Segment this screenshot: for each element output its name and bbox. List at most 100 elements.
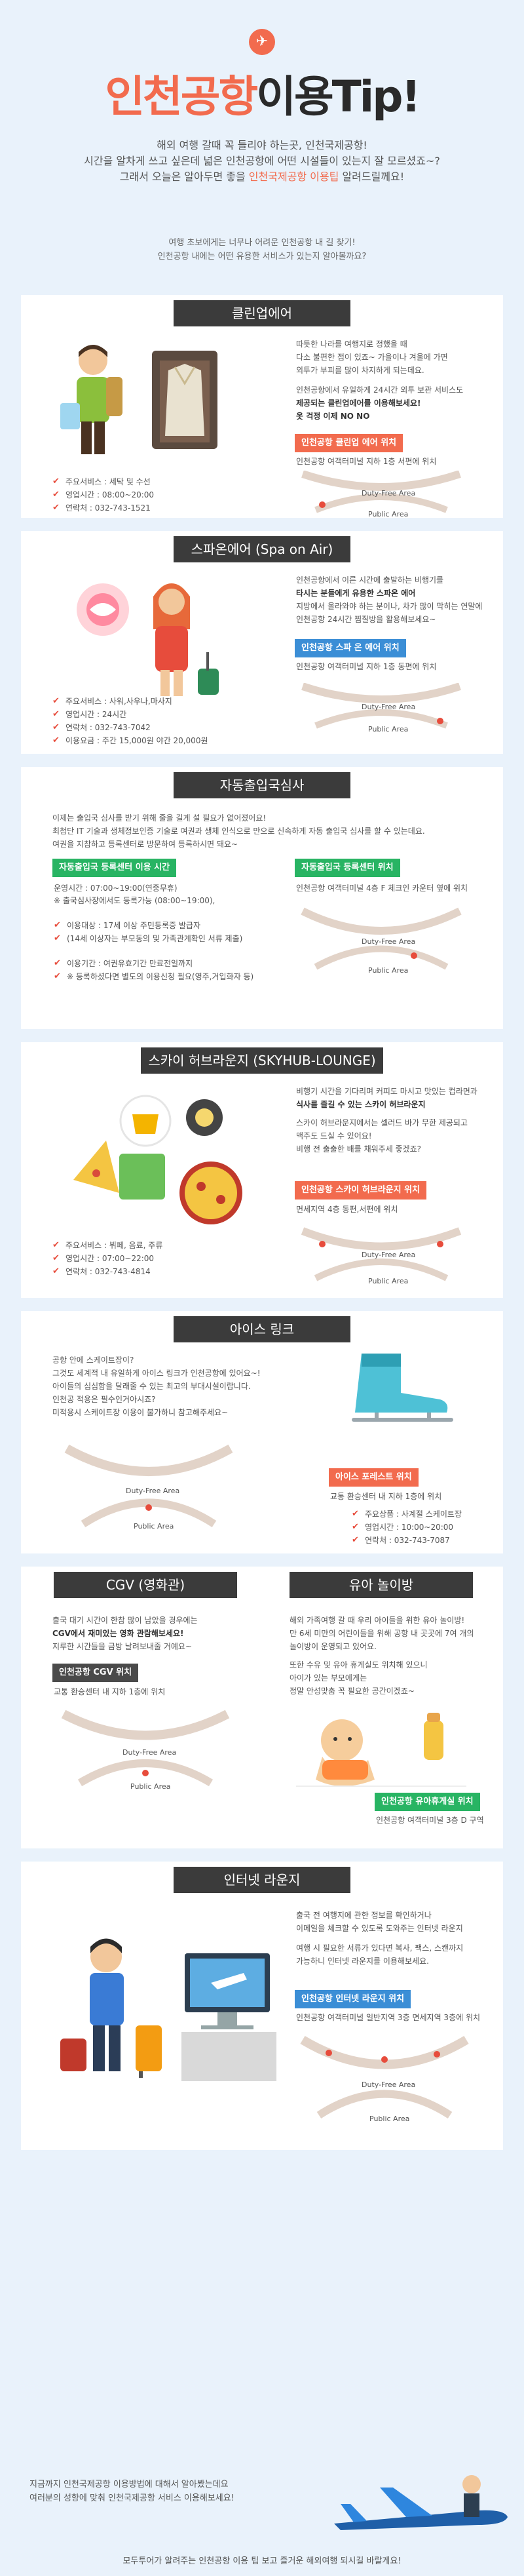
section-title: 클린업에어 (174, 300, 350, 326)
svg-text:Public Area: Public Area (368, 725, 408, 733)
card-auto-immigration: 자동출입국심사 이제는 출입국 심사를 받기 위해 줄을 길게 설 필요가 없어… (21, 767, 503, 1029)
title-red: 인천공항 (105, 71, 258, 122)
description: 인천공항에서 이른 시간에 출발하는 비행기를 타시는 분들에게 유용한 스파온… (296, 576, 483, 624)
info-item: 주요상품 : 사계절 스케이트장 (352, 1508, 462, 1521)
description: 출국 전 여행지에 관한 정보를 확인하거나 이메일을 체크할 수 있도록 도와… (296, 1911, 464, 1966)
location-tag: 인천공항 스파 온 에어 위치 (295, 639, 406, 657)
location-tag: 인천공항 클린업 에어 위치 (295, 434, 403, 452)
svg-text:Duty-Free Area: Duty-Free Area (122, 1748, 176, 1757)
airplane-illustration (334, 2475, 508, 2530)
section-title: 인터넷 라운지 (174, 1867, 350, 1893)
location-text: 인천공항 여객터미널 지하 1층 동편에 위치 (296, 662, 437, 671)
terminal-map: Duty-Free Area Public Area (301, 907, 462, 975)
section-title-cgv: CGV (영화관) (54, 1572, 237, 1598)
svg-text:Duty-Free Area: Duty-Free Area (362, 2080, 415, 2089)
intro-line: 그래서 오늘은 알아두면 좋을 인천국제공항 이용팁 알려드릴께요! (119, 170, 405, 183)
svg-text:Public Area: Public Area (134, 1522, 174, 1531)
terminal-map: Duty-Free Area Public Area (300, 2035, 469, 2123)
eligibility-list: 이용대상 : 17세 이상 주민등록증 발급자 (14세 이상자는 부모동의 및… (54, 919, 270, 945)
section-title: 스카이 허브라운지 (SKYHUB-LOUNGE) (141, 1047, 383, 1074)
section-title: 자동출입국심사 (174, 772, 350, 798)
cgv-description: 출국 대기 시간이 한참 많이 남았을 경우에는 CGV에서 재미있는 영화 관… (52, 1616, 198, 1651)
map-pin-icon (142, 1770, 149, 1776)
description: 공항 안에 스케이트장이? 그것도 세계적 내 유일하게 아이스 링크가 인천공… (52, 1356, 261, 1417)
card-spa-on-air: 스파온에어 (Spa on Air) 주요서비스 : 사워,사우나,마사지 영업… (21, 531, 503, 754)
info-item: 연락처 : 032-743-7087 (352, 1534, 462, 1547)
header: ✈ 인천공항이용Tip! 해외 여행 갈때 꼭 들리야 하는곳, 인천국제공항!… (0, 0, 524, 295)
location-text: 인천공항 여객터미널 지하 1층 서편에 위치 (296, 457, 437, 466)
info-list: 주요서비스 : 세탁 및 수선 영업시간 : 08:00~20:00 연락처 :… (52, 475, 154, 515)
info-item: 연락처 : 032-743-7042 (52, 721, 208, 734)
svg-text:Duty-Free Area: Duty-Free Area (362, 1251, 415, 1259)
location-text: 인천공항 여객터미널 일반지역 3층 면세지역 3층에 위치 (296, 2013, 481, 2022)
food-illustration (73, 1095, 242, 1224)
info-item: 이용기간 : 여권유효기간 만료전일까지 (54, 957, 270, 970)
internet-lounge-illustration (60, 1938, 276, 2081)
intro-subtext: 여행 초보에게는 너무나 어려운 인천공항 내 길 찾기! 인천공항 내에는 어… (157, 238, 367, 262)
closing-text: 지금까지 인천국제공항 이용방법에 대해서 알아봤는데요 여러분의 성향에 맞춰… (29, 2480, 234, 2503)
svg-text:Public Area: Public Area (369, 2115, 409, 2123)
map-pin-icon (319, 1241, 326, 1247)
intro-text: 해외 여행 갈때 꼭 들리야 하는곳, 인천국제공항! 시간을 알차게 쓰고 싶… (66, 138, 458, 185)
description: 이제는 출입국 심사를 받기 위해 줄을 길게 설 필요가 없어졌어요! 최첨단… (52, 813, 425, 849)
cgv-location-tag: 인천공항 CGV 위치 (52, 1664, 139, 1682)
location-tag: 인천공항 스카이 허브라운지 위치 (295, 1181, 427, 1200)
kids-location-tag: 인천공항 유아휴게실 위치 (375, 1793, 480, 1811)
info-item: 영업시간 : 07:00~22:00 (52, 1252, 162, 1265)
map-pin-icon (319, 501, 326, 508)
terminal-map: Duty-Free Area Public Area (301, 1227, 462, 1285)
info-list: 주요서비스 : 뷔페, 음료, 주류 영업시간 : 07:00~22:00 연락… (52, 1239, 162, 1278)
map-pin-icon (437, 718, 443, 724)
location-text: 면세지역 4층 동편,서편에 위치 (296, 1205, 398, 1214)
svg-text:Duty-Free Area: Duty-Free Area (362, 937, 415, 946)
svg-text:Public Area: Public Area (130, 1782, 170, 1791)
info-item: 주요서비스 : 세탁 및 수선 (52, 475, 154, 488)
traveler-coat-illustration (60, 345, 217, 454)
info-list: 주요서비스 : 사워,사우나,마사지 영업시간 : 24시간 연락처 : 032… (52, 695, 208, 747)
location-tag: 자동출입국 등록센터 위치 (295, 859, 400, 877)
page-title: 인천공항이용Tip! (0, 71, 524, 123)
kids-location-text: 인천공항 여객터미널 3층 D 구역 (376, 1816, 484, 1825)
info-item: 영업시간 : 08:00~20:00 (52, 488, 154, 501)
location-tag: 아이스 포레스트 위치 (329, 1468, 419, 1487)
info-item-detail: (14세 이상자는 부모동의 및 가족관계확인 서류 제출) (54, 932, 270, 945)
intro-line: 시간을 알차게 쓰고 싶은데 넓은 인천공항에 어떤 시설들이 있는지 잘 모르… (84, 155, 440, 167)
closing-note: 모두투어가 알려주는 인천공항 이용 팁 보고 즐거운 해외여행 되시길 바랄게… (122, 2556, 402, 2566)
validity-list: 이용기간 : 여권유효기간 만료전일까지 ※ 등록하셨다면 별도의 이용신청 필… (54, 957, 270, 983)
location-tag: 인천공항 인터넷 라운지 위치 (295, 1990, 411, 2008)
card-cleanup-air: 클린업에어 주요서비스 : 세탁 및 수선 영업시간 : 08:00~20:00… (21, 295, 503, 518)
kids-description: 해외 가족여행 갈 때 우리 아이들을 위한 유아 놀이방! 만 6세 미만의 … (290, 1616, 474, 1696)
terminal-map: Duty-Free Area Public Area (61, 1709, 230, 1791)
svg-text:Duty-Free Area: Duty-Free Area (126, 1487, 179, 1495)
map-pin-icon (326, 2050, 332, 2056)
section-title: 아이스 링크 (174, 1316, 350, 1342)
baby-illustration (296, 1713, 466, 1787)
terminal-map: Duty-Free Area Public Area (301, 471, 461, 518)
info-item: 영업시간 : 24시간 (52, 708, 208, 721)
map-pin-icon (437, 1241, 443, 1247)
title-dark: 이용Tip! (256, 71, 421, 122)
intro-highlight: 인천국제공항 이용팁 (248, 170, 339, 183)
svg-text:Duty-Free Area: Duty-Free Area (362, 703, 415, 711)
info-item: 이용요금 : 주간 15,000원 야간 20,000원 (52, 734, 208, 747)
cgv-location-text: 교통 환승센터 내 지하 1층에 위치 (54, 1687, 166, 1696)
card-cgv-kids: CGV (영화관) 유아 놀이방 출국 대기 시간이 한참 많이 남았을 경우에… (21, 1567, 503, 1848)
terminal-map: Duty-Free Area Public Area (301, 683, 461, 733)
card-internet-lounge: 인터넷 라운지 출국 전 여행지에 관한 정보를 확인하거나 이메일을 체크할 … (21, 1862, 503, 2150)
info-item: 주요서비스 : 뷔페, 음료, 주류 (52, 1239, 162, 1252)
svg-text:Public Area: Public Area (368, 966, 408, 975)
info-item: 영업시간 : 10:00~20:00 (352, 1521, 462, 1534)
hours-tag: 자동출입국 등록센터 이용 시간 (52, 859, 177, 877)
info-item: 연락처 : 032-743-1521 (52, 501, 154, 515)
location-text: 인천공항 여객터미널 4층 F 체크인 카운터 옆에 위치 (296, 884, 468, 893)
intro-line: 해외 여행 갈때 꼭 들리야 하는곳, 인천국제공항! (157, 139, 367, 151)
info-item: 연락처 : 032-743-4814 (52, 1265, 162, 1278)
info-item: 이용대상 : 17세 이상 주민등록증 발급자 (54, 919, 270, 932)
section-title: 스파온에어 (Spa on Air) (174, 536, 350, 562)
airplane-icon: ✈ (249, 29, 275, 55)
info-item-detail: ※ 등록하셨다면 별도의 이용신청 필요(영주,거입화자 등) (54, 970, 270, 983)
map-pin-icon (145, 1504, 152, 1511)
description: 따듯한 나라를 여행지로 정했을 때 다소 불편한 점이 있죠~ 가을이나 겨울… (296, 340, 464, 421)
map-pin-icon (381, 2056, 388, 2063)
